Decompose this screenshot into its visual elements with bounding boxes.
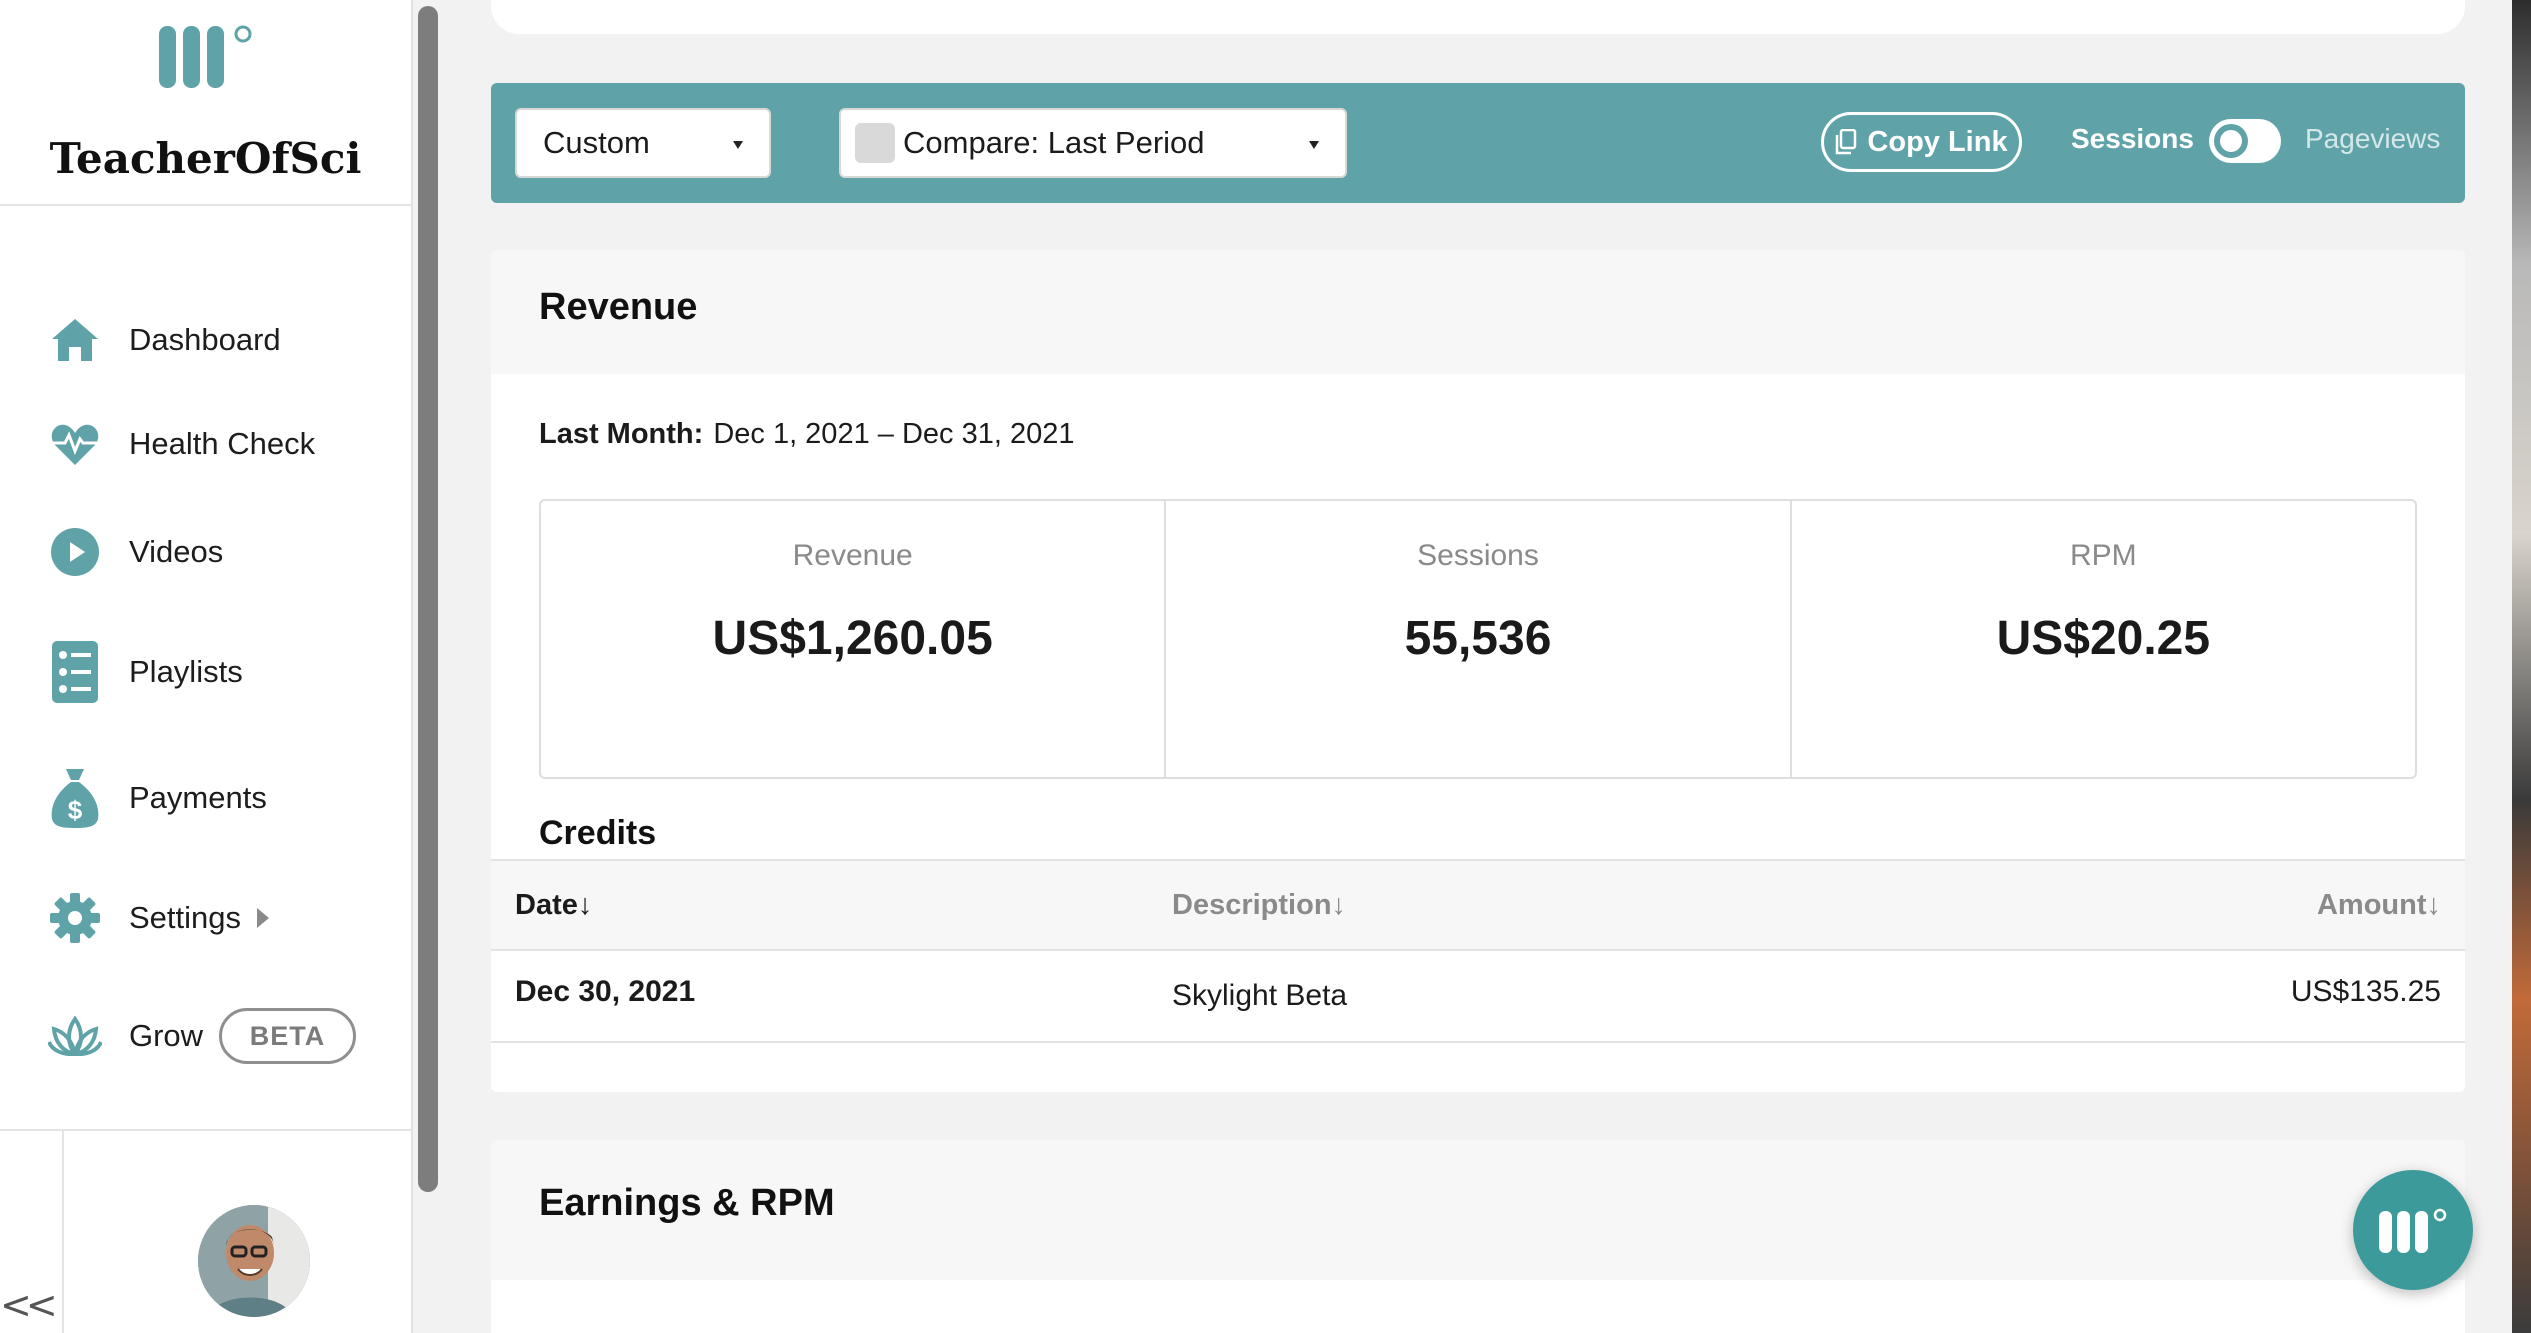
chevron-right-icon bbox=[257, 908, 269, 928]
sidebar-item-label: Settings bbox=[129, 900, 242, 935]
stat-revenue: Revenue US$1,260.05 bbox=[541, 501, 1167, 777]
sidebar: TeacherOfSci Dashboard Health Check Vide… bbox=[0, 0, 413, 1333]
column-header-date[interactable]: Date↓ bbox=[515, 889, 593, 921]
footer-divider bbox=[62, 1131, 64, 1333]
sidebar-item-payments[interactable]: $ Payments bbox=[0, 758, 411, 838]
sidebar-item-label: Payments bbox=[129, 780, 267, 815]
revenue-card-header: Revenue bbox=[491, 250, 2465, 374]
sidebar-item-health-check[interactable]: Health Check bbox=[0, 404, 411, 484]
home-icon bbox=[48, 313, 102, 367]
column-header-description[interactable]: Description↓ bbox=[1172, 889, 1347, 921]
credit-date: Dec 30, 2021 bbox=[515, 975, 696, 1008]
svg-text:$: $ bbox=[68, 795, 83, 825]
pageviews-toggle-label[interactable]: Pageviews bbox=[2305, 123, 2441, 154]
brand-logo-icon bbox=[2379, 1208, 2447, 1253]
copy-icon bbox=[1836, 129, 1857, 155]
period-range: Dec 1, 2021 – Dec 31, 2021 bbox=[713, 418, 1075, 450]
gear-icon bbox=[48, 891, 102, 945]
sidebar-item-dashboard[interactable]: Dashboard bbox=[0, 300, 411, 380]
sidebar-item-playlists[interactable]: Playlists bbox=[0, 632, 411, 712]
collapse-sidebar-button[interactable]: << bbox=[0, 1283, 58, 1327]
sidebar-item-label: Dashboard bbox=[129, 322, 281, 357]
copy-link-button[interactable]: Copy Link bbox=[1821, 112, 2022, 172]
stat-label: RPM bbox=[2069, 539, 2137, 572]
revenue-title: Revenue bbox=[539, 286, 698, 328]
date-range-value: Custom bbox=[543, 125, 650, 160]
brand-header: TeacherOfSci bbox=[0, 0, 411, 206]
filter-bar: Custom Compare: Last Period Copy Link Se… bbox=[491, 83, 2465, 203]
chat-launcher-button[interactable] bbox=[2353, 1170, 2473, 1290]
list-icon bbox=[48, 641, 102, 703]
earnings-title: Earnings & RPM bbox=[539, 1182, 835, 1224]
copy-link-label: Copy Link bbox=[1867, 125, 2008, 158]
sidebar-item-label: Videos bbox=[129, 534, 224, 569]
stat-value: US$20.25 bbox=[1996, 612, 2211, 665]
stat-rpm: RPM US$20.25 bbox=[1792, 501, 2415, 777]
sessions-toggle-label[interactable]: Sessions bbox=[2071, 123, 2194, 154]
sidebar-scrollbar[interactable] bbox=[418, 6, 438, 1192]
toggle-knob bbox=[2214, 124, 2248, 158]
caret-down-icon bbox=[733, 141, 743, 149]
play-circle-icon bbox=[48, 525, 102, 579]
previous-card bbox=[491, 0, 2465, 34]
beta-badge: BETA bbox=[219, 1008, 356, 1064]
stats-summary: Revenue US$1,260.05 Sessions 55,536 RPM … bbox=[539, 499, 2417, 779]
sidebar-item-videos[interactable]: Videos bbox=[0, 512, 411, 592]
money-bag-icon: $ bbox=[48, 769, 102, 828]
credit-amount: US$135.25 bbox=[2290, 975, 2441, 1008]
background-window-edge bbox=[2512, 0, 2531, 1333]
period-line: Last Month: Dec 1, 2021 – Dec 31, 2021 bbox=[539, 418, 1074, 451]
sidebar-footer bbox=[0, 1129, 411, 1333]
sidebar-item-settings[interactable]: Settings bbox=[0, 878, 411, 958]
credits-title: Credits bbox=[539, 814, 657, 852]
brand-logo-icon[interactable] bbox=[155, 22, 255, 92]
sessions-pageviews-toggle[interactable] bbox=[2209, 119, 2281, 163]
stat-value: 55,536 bbox=[1404, 612, 1552, 665]
sidebar-item-label: Health Check bbox=[129, 426, 316, 461]
sidebar-item-label: Playlists bbox=[129, 654, 243, 689]
period-label: Last Month: bbox=[539, 418, 704, 450]
heartbeat-icon bbox=[48, 417, 102, 471]
earnings-rpm-card: Earnings & RPM bbox=[491, 1140, 2465, 1333]
compare-select[interactable]: Compare: Last Period bbox=[839, 108, 1347, 178]
date-range-select[interactable]: Custom bbox=[515, 108, 771, 178]
stat-value: US$1,260.05 bbox=[712, 612, 993, 665]
credits-table-header: Date↓ Description↓ Amount↓ bbox=[491, 859, 2465, 951]
compare-color-swatch bbox=[855, 123, 895, 163]
caret-down-icon bbox=[1309, 141, 1319, 149]
stat-label: Revenue bbox=[792, 539, 913, 572]
lotus-icon bbox=[48, 1009, 102, 1063]
avatar[interactable] bbox=[198, 1205, 310, 1317]
sidebar-item-grow[interactable]: Grow BETA bbox=[0, 996, 411, 1076]
credit-description: Skylight Beta bbox=[1172, 979, 1348, 1012]
stat-sessions: Sessions 55,536 bbox=[1166, 501, 1792, 777]
column-header-amount[interactable]: Amount↓ bbox=[2316, 889, 2441, 921]
brand-name: TeacherOfSci bbox=[49, 134, 362, 183]
compare-value: Compare: Last Period bbox=[903, 125, 1205, 160]
revenue-card: Revenue Last Month: Dec 1, 2021 – Dec 31,… bbox=[491, 250, 2465, 1092]
sidebar-item-label: Grow bbox=[129, 1018, 204, 1053]
earnings-card-header: Earnings & RPM bbox=[491, 1140, 2465, 1280]
stat-label: Sessions bbox=[1417, 539, 1539, 572]
table-row: Dec 30, 2021 Skylight Beta US$135.25 bbox=[491, 951, 2465, 1043]
